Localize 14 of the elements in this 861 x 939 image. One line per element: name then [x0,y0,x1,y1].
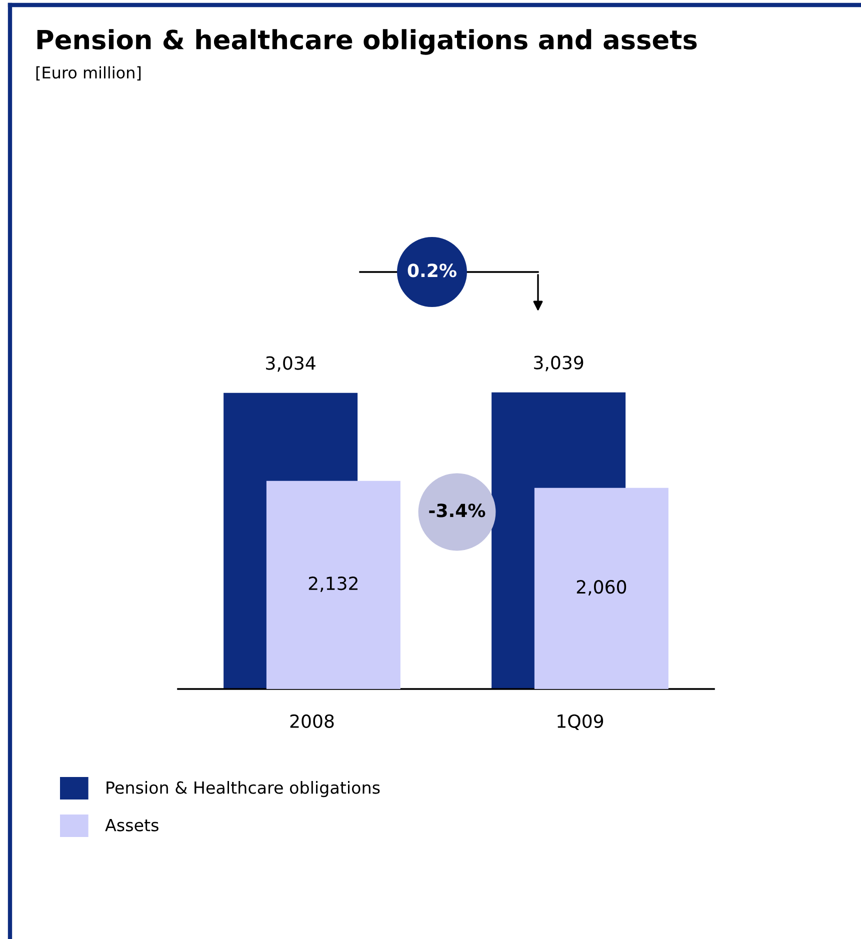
chart-subtitle: [Euro million] [36,66,141,81]
data-label: 3,034 [266,356,316,372]
bar [534,488,668,689]
text: 0.2% [408,264,456,278]
bar [266,480,400,689]
data-label: 2,060 [576,580,626,596]
data-label: 2,132 [308,576,358,592]
x-tick-label: 2008 [290,714,334,728]
data-label: 3,039 [534,356,584,372]
legend-label: Assets [105,819,158,832]
legend-label: Pension & Healthcare obligations [106,781,380,798]
x-tick-label: 1Q09 [558,714,604,730]
chart-title: Pension & healthcare obligations and assets [37,29,697,55]
annotation: -3.4% [429,504,486,518]
